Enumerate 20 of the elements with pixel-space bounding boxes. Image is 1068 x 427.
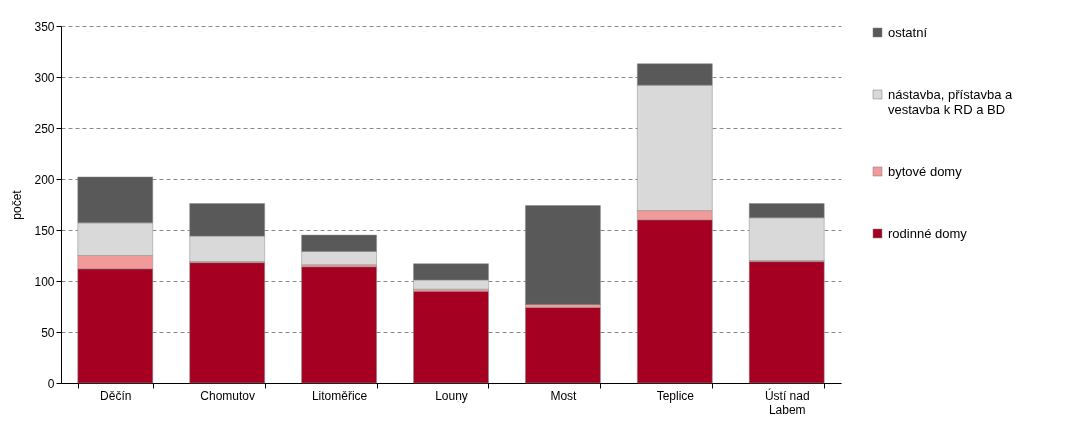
y-axis-title: počet xyxy=(10,189,25,220)
y-tick-label: 250 xyxy=(34,121,55,136)
legend-label: ostatní xyxy=(888,24,928,40)
x-tick-label: Děčín xyxy=(100,388,132,403)
y-tick-label: 200 xyxy=(34,172,55,187)
x-tick-label: Louny xyxy=(435,388,468,403)
legend-label: nástavba, přístavba a vestavba k RD a BD xyxy=(888,86,1014,117)
x-tick-label: Teplice xyxy=(656,388,695,403)
y-tick-label: 0 xyxy=(47,376,55,391)
legend-label: bytové domy xyxy=(888,163,963,179)
x-tick-label: Litoměřice xyxy=(311,388,368,403)
y-tick-label: 300 xyxy=(34,70,55,85)
y-tick-label: 150 xyxy=(34,223,55,238)
y-tick-label: 100 xyxy=(34,274,55,289)
y-tick-label: 50 xyxy=(41,325,55,340)
x-tick-label: Ústí nad Labem xyxy=(764,387,810,417)
y-tick-label: 350 xyxy=(34,19,55,34)
legend-label: rodinné domy xyxy=(888,225,968,241)
x-tick-label: Most xyxy=(550,388,578,403)
x-tick-label: Chomutov xyxy=(200,388,256,403)
